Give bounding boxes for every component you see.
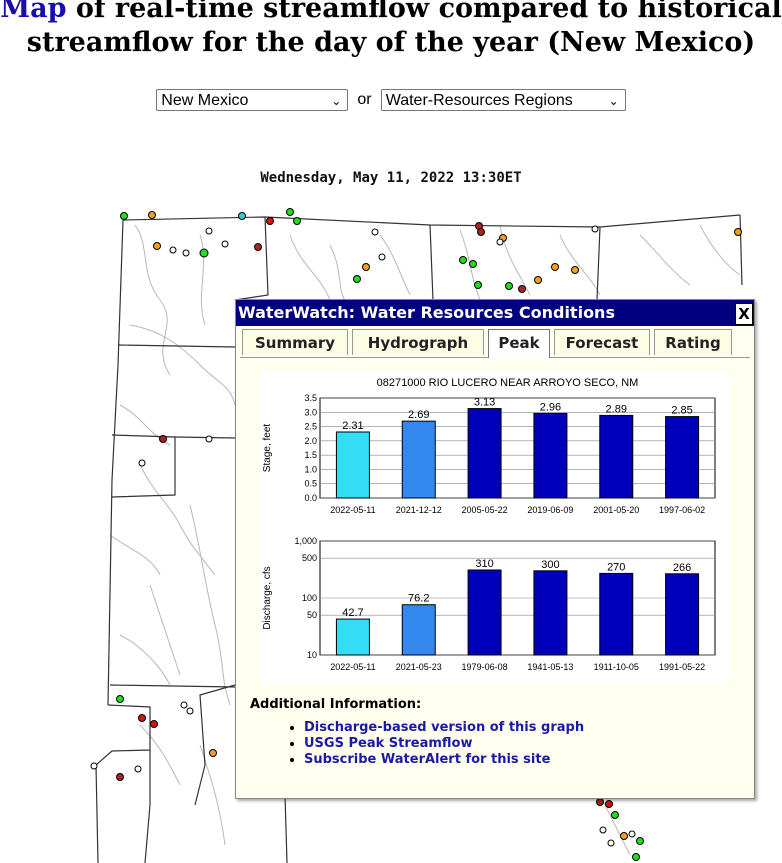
waterwatch-popup: WaterWatch: Water Resources Conditions X… xyxy=(235,299,755,799)
bar-value-label: 2.31 xyxy=(342,420,363,432)
info-links: Discharge-based version of this graph US… xyxy=(250,720,584,768)
y-axis-label: Stage, feet xyxy=(262,424,273,473)
map-link[interactable]: Map xyxy=(0,0,67,24)
x-tick-label: 1941-05-13 xyxy=(527,662,573,672)
popup-tabs: Summary Hydrograph Peak Forecast Rating xyxy=(240,329,750,358)
bar-value-label: 270 xyxy=(607,561,625,573)
x-tick-label: 2019-06-09 xyxy=(527,505,573,515)
y-tick-label: 10 xyxy=(307,650,317,660)
popup-title-bar: WaterWatch: Water Resources Conditions X xyxy=(236,300,754,326)
y-tick-label: 1,000 xyxy=(294,536,317,546)
info-link-item: USGS Peak Streamflow xyxy=(304,736,584,752)
tab-rating[interactable]: Rating xyxy=(654,329,732,355)
bar xyxy=(401,420,436,499)
y-tick-label: 0.5 xyxy=(304,479,317,489)
tab-hydrograph[interactable]: Hydrograph xyxy=(352,329,484,355)
x-tick-label: 1911-10-05 xyxy=(594,662,639,672)
y-tick-label: 3.5 xyxy=(304,393,317,403)
info-link-item: Discharge-based version of this graph xyxy=(304,720,584,736)
x-tick-label: 1979-06-08 xyxy=(462,662,508,672)
chevron-down-icon: ⌄ xyxy=(331,94,342,108)
y-axis-label: Discharge, cfs xyxy=(262,566,273,629)
bar xyxy=(335,431,370,499)
chevron-down-icon: ⌄ xyxy=(608,94,619,108)
bar-value-label: 310 xyxy=(475,558,493,570)
bar-value-label: 300 xyxy=(541,559,559,571)
x-tick-label: 2022-05-11 xyxy=(330,662,375,672)
streamflow-map[interactable] xyxy=(0,205,782,863)
state-select-value: New Mexico xyxy=(161,92,249,109)
bar xyxy=(533,570,568,656)
bar xyxy=(467,408,502,499)
bar xyxy=(401,604,436,656)
plot-frame xyxy=(319,397,716,499)
region-select[interactable]: Water-Resources Regions ⌄ xyxy=(380,89,626,111)
bar-value-label: 76.2 xyxy=(408,593,429,605)
bar-value-label: 2.89 xyxy=(606,403,627,415)
gauge-sites xyxy=(90,208,742,861)
bar-value-label: 2.85 xyxy=(671,405,692,417)
peak-streamflow-link[interactable]: USGS Peak Streamflow xyxy=(304,736,473,751)
tab-summary[interactable]: Summary xyxy=(242,329,348,355)
chart-title: 08271000 RIO LUCERO NEAR ARROYO SECO, NM xyxy=(377,377,639,389)
bar-value-label: 266 xyxy=(673,562,691,574)
bar xyxy=(599,572,634,656)
y-tick-label: 100 xyxy=(302,593,317,603)
bar xyxy=(335,618,370,656)
discharge-graph-link[interactable]: Discharge-based version of this graph xyxy=(304,720,585,735)
y-tick-label: 1.0 xyxy=(304,464,317,474)
y-tick-label: 0.0 xyxy=(304,493,317,503)
wateralert-link[interactable]: Subscribe WaterAlert for this site xyxy=(304,752,551,767)
bar-value-label: 42.7 xyxy=(342,607,363,619)
y-tick-label: 2.0 xyxy=(304,436,317,446)
tab-forecast[interactable]: Forecast xyxy=(554,329,650,355)
headline-line1: of real-time streamflow compared to hist… xyxy=(66,0,782,24)
x-tick-label: 2022-05-11 xyxy=(330,505,375,515)
info-title: Additional Information: xyxy=(250,697,422,712)
x-tick-label: 1991-05-22 xyxy=(659,662,705,672)
region-select-value: Water-Resources Regions xyxy=(385,92,573,109)
bar-value-label: 3.13 xyxy=(474,397,495,409)
bar xyxy=(533,412,568,499)
x-tick-label: 2001-05-20 xyxy=(593,505,639,515)
or-label: or xyxy=(357,91,372,108)
bar xyxy=(599,414,634,499)
bar xyxy=(665,573,700,656)
info-link-item: Subscribe WaterAlert for this site xyxy=(304,752,584,768)
bar-value-label: 2.96 xyxy=(540,401,561,413)
y-tick-label: 50 xyxy=(307,610,317,620)
x-tick-label: 1997-06-02 xyxy=(659,505,705,515)
x-tick-label: 2021-12-12 xyxy=(396,505,442,515)
y-tick-label: 2.5 xyxy=(304,422,317,432)
x-tick-label: 2021-05-23 xyxy=(396,662,442,672)
page-headline: Map of real-time streamflow compared to … xyxy=(0,0,782,60)
x-tick-label: 2005-05-22 xyxy=(462,505,508,515)
bar xyxy=(467,569,502,656)
popup-title: WaterWatch: Water Resources Conditions xyxy=(238,303,615,322)
y-tick-label: 500 xyxy=(302,553,317,563)
state-select[interactable]: New Mexico ⌄ xyxy=(156,89,349,111)
peak-chart-panel: 08271000 RIO LUCERO NEAR ARROYO SECO, NM… xyxy=(260,371,730,684)
timestamp: Wednesday, May 11, 2022 13:30ET xyxy=(260,170,522,186)
additional-information: Additional Information: Discharge-based … xyxy=(250,697,584,768)
tab-peak[interactable]: Peak xyxy=(488,329,550,358)
close-button[interactable]: X xyxy=(735,303,753,325)
y-tick-label: 1.5 xyxy=(304,450,317,460)
bar xyxy=(665,416,700,499)
selector-row: New Mexico ⌄ or Water-Resources Regions ⌄ xyxy=(0,89,782,111)
y-tick-label: 3.0 xyxy=(304,407,317,417)
headline-line2: streamflow for the day of the year (New … xyxy=(26,27,756,58)
county-boundaries xyxy=(95,214,743,863)
bar-value-label: 2.69 xyxy=(408,409,429,421)
peak-charts: 08271000 RIO LUCERO NEAR ARROYO SECO, NM… xyxy=(262,377,716,672)
